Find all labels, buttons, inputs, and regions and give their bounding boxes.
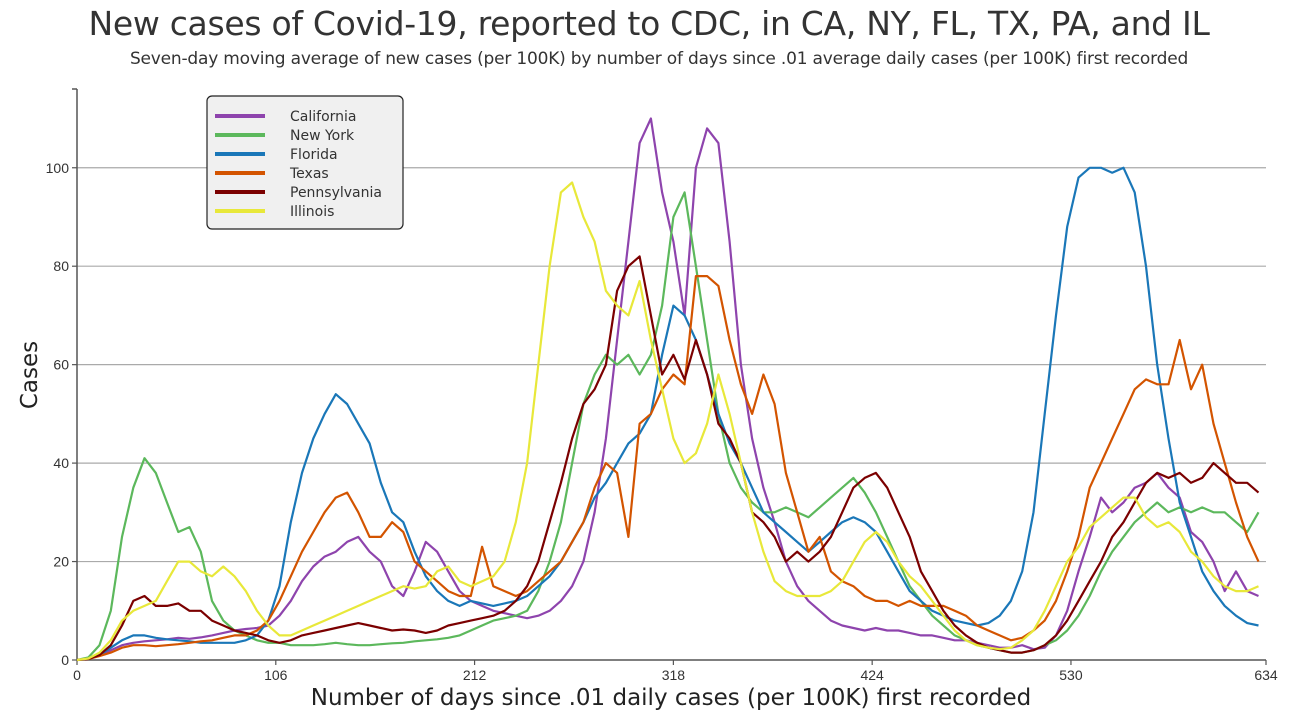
- legend-label: Illinois: [290, 204, 334, 220]
- series-line-pennsylvania: [76, 255, 1260, 662]
- y-tick-label: 20: [53, 554, 69, 570]
- series-line-florida: [76, 166, 1259, 662]
- legend-label: New York: [290, 128, 355, 144]
- x-axis-title: Number of days since .01 daily cases (pe…: [311, 685, 1032, 711]
- legend-box: [206, 95, 404, 230]
- x-tick-label: 0: [73, 667, 81, 683]
- x-tick-label: 530: [1059, 667, 1083, 683]
- y-tick-label: 0: [61, 652, 69, 668]
- y-tick-label: 100: [46, 160, 70, 176]
- y-ticks: 0 20 40 60 80 100: [46, 160, 77, 668]
- y-tick-label: 40: [53, 455, 69, 471]
- series-line-california: [76, 117, 1259, 662]
- y-tick-label: 60: [53, 357, 69, 373]
- x-tick-label: 634: [1254, 667, 1278, 683]
- x-tick-label: 318: [662, 667, 686, 683]
- legend-label: California: [290, 109, 356, 125]
- chart-subtitle: Seven-day moving average of new cases (p…: [129, 49, 1189, 69]
- legend-label: Pennsylvania: [290, 185, 382, 201]
- x-tick-label: 106: [264, 667, 288, 683]
- series-line-new-york: [76, 191, 1260, 662]
- legend-label: Texas: [289, 166, 329, 182]
- x-tick-label: 424: [860, 667, 884, 683]
- x-tick-label: 212: [463, 667, 487, 683]
- axes: [72, 88, 1266, 661]
- y-tick-label: 80: [53, 258, 69, 274]
- x-ticks: 0 106 212 318 424 530 634: [73, 660, 1278, 683]
- series-lines: [76, 117, 1260, 662]
- legend: California New York Florida Texas Pennsylvan…: [206, 95, 404, 230]
- y-axis-title: Cases: [17, 341, 43, 409]
- series-line-texas: [76, 275, 1260, 662]
- legend-label: Florida: [290, 147, 338, 163]
- chart-title: New cases of Covid-19, reported to CDC, …: [88, 4, 1210, 43]
- series-line-illinois: [76, 181, 1259, 662]
